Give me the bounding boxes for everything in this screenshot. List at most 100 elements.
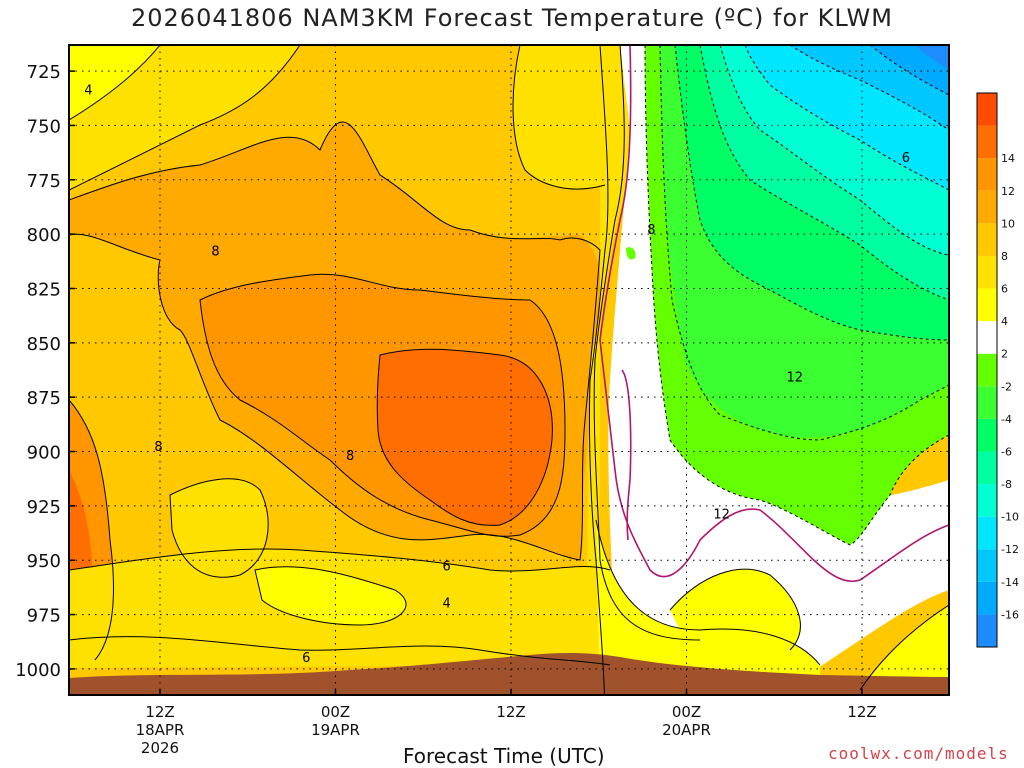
- contour-right-2: [859, 604, 949, 691]
- contour-4-top: [69, 45, 161, 121]
- colorbar-swatch: [977, 418, 997, 452]
- contour-label: 8: [647, 223, 655, 238]
- colorbar-swatch: [977, 581, 997, 615]
- contour-label: 4: [443, 597, 451, 612]
- colorbar-swatch: [977, 516, 997, 550]
- colorbar-label: -12: [1001, 543, 1019, 556]
- colorbar-swatch: [977, 190, 997, 224]
- colorbar-label: -16: [1001, 608, 1019, 621]
- x-tick-label: 20APR: [662, 721, 711, 739]
- contour-label: 8: [211, 245, 219, 260]
- x-tick-label: 18APR: [136, 721, 185, 739]
- colorbar-swatch: [977, 353, 997, 387]
- contour-label: 4: [84, 84, 92, 99]
- field-green-blob: [626, 247, 636, 260]
- colorbar-swatch: [977, 614, 997, 647]
- contour-m10: [719, 45, 949, 256]
- contour-2-bottom: [595, 519, 821, 666]
- field-4-6-top-right: [513, 45, 613, 190]
- y-tick-label: 975: [27, 606, 61, 627]
- y-tick-label: 925: [27, 497, 61, 518]
- colorbar-swatch: [977, 386, 997, 419]
- zero-contour-main: [599, 45, 949, 583]
- colorbar-label: 12: [1001, 185, 1015, 198]
- contour-label: 12: [713, 508, 730, 523]
- contour-m4: [659, 45, 949, 441]
- y-axis: 725 750 775 800 825 850 875 900 925 950 975 1000: [15, 62, 75, 681]
- ground-surface: [69, 652, 949, 695]
- colorbar-label: 2: [1001, 348, 1008, 361]
- colorbar-label: 14: [1001, 152, 1015, 165]
- colorbar-swatch: [977, 321, 997, 354]
- contour-labels: 46881288126462-14-8-6-4: [84, 84, 910, 666]
- contour-6-bottom: [69, 636, 611, 666]
- colorbar-swatch: [977, 223, 997, 256]
- colorbar-label: -6: [1001, 445, 1012, 458]
- colorbar-label: 10: [1001, 217, 1015, 230]
- field-4-6-top: [69, 45, 300, 190]
- field-2-4-right: [860, 605, 949, 695]
- chart-title: 2026041806 NAM3KM Forecast Temperature (…: [131, 4, 893, 32]
- y-tick-label: 1000: [15, 660, 61, 681]
- colorbar-swatch: [977, 484, 997, 517]
- colorbar: -16 -14 -12 -10 -8 -6 -4 -2 2 4 6 8 10 12 14: [976, 92, 1019, 648]
- credit-link[interactable]: coolwx.com/models: [828, 744, 1009, 763]
- contour-label: 8: [346, 449, 354, 464]
- colorbar-label: -8: [1001, 478, 1012, 491]
- zero-contour: [599, 45, 949, 583]
- x-tick-label: 12Z: [145, 703, 174, 721]
- colorbar-label: -14: [1001, 576, 1019, 589]
- grid: [69, 45, 949, 695]
- contour-label: 6: [902, 151, 910, 166]
- colorbar-label: -10: [1001, 511, 1019, 524]
- contour-hump: [669, 568, 801, 651]
- colorbar-label: 4: [1001, 315, 1008, 328]
- x-tick-label: 00Z: [672, 703, 701, 721]
- colorbar-swatch: [977, 158, 997, 191]
- colorbar-frame: [976, 92, 998, 648]
- contour-6-pocket: [169, 478, 269, 578]
- contour-label: 12: [786, 371, 803, 386]
- contour-12: [376, 348, 553, 526]
- contour-6-upper: [512, 45, 606, 190]
- contour-4-pocket: [254, 566, 407, 626]
- y-tick-label: 725: [27, 62, 61, 83]
- contour-label: 6: [443, 560, 451, 575]
- colorbar-swatch: [977, 549, 997, 582]
- contour-m2: [644, 45, 949, 546]
- y-tick-label: 825: [27, 279, 61, 300]
- contour-m14: [789, 45, 949, 131]
- contour-8: [69, 121, 601, 561]
- contour-left-10: [69, 399, 114, 661]
- y-tick-label: 750: [27, 116, 61, 137]
- y-tick-label: 950: [27, 551, 61, 572]
- x-tick-label: 19APR: [311, 721, 360, 739]
- contour-m8: [699, 45, 949, 301]
- field-m16-m18: [870, 45, 949, 95]
- contour-label: 6: [302, 651, 310, 666]
- field-2-4-top: [69, 45, 160, 120]
- contour-m6: [674, 45, 949, 341]
- field-2-4-bottom: [596, 520, 820, 695]
- colorbar-swatch: [977, 125, 997, 159]
- contour-m16: [869, 45, 949, 96]
- contour-front-2: [593, 45, 701, 641]
- colorbar-label: 8: [1001, 250, 1008, 263]
- contour-lines: [69, 45, 949, 695]
- x-tick-label: 12Z: [847, 703, 876, 721]
- plot-frame: [68, 44, 950, 696]
- colorbar-swatch: [977, 93, 997, 126]
- field-2-4-a: [255, 566, 407, 625]
- colorbar-swatch: [977, 451, 997, 485]
- zero-contour-inner: [621, 369, 632, 541]
- negative-contours: [644, 45, 949, 546]
- y-tick-label: 900: [27, 443, 61, 464]
- colorbar-label: 6: [1001, 283, 1008, 296]
- x-tick-label: 00Z: [321, 703, 350, 721]
- contour-6-low: [69, 548, 611, 572]
- field-below-m18: [915, 45, 949, 70]
- field-12-14: [377, 349, 553, 526]
- colorbar-label: -4: [1001, 413, 1012, 426]
- colorbar-swatch: [977, 288, 997, 322]
